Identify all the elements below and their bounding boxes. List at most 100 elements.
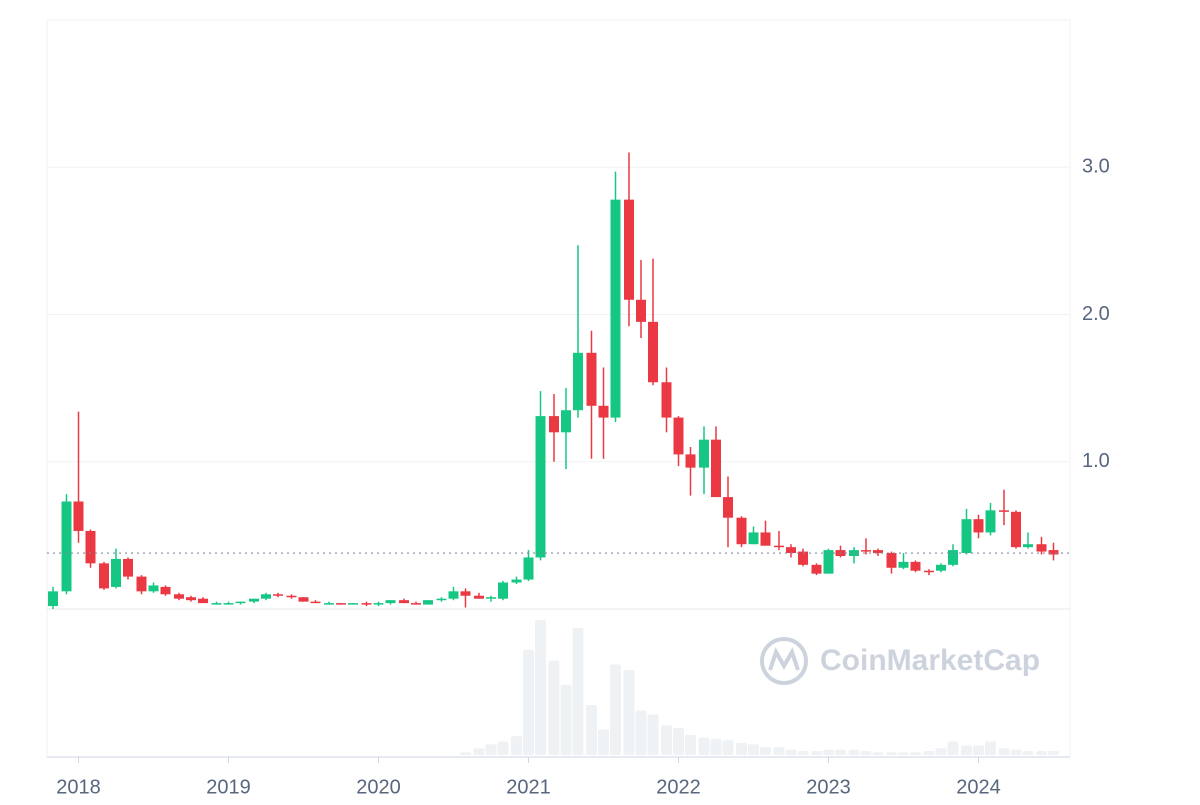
volume-bar (473, 748, 485, 755)
volume-bar (497, 741, 509, 755)
volume-bar (647, 714, 659, 755)
candle-body (610, 199, 621, 418)
volume-bar (535, 620, 546, 755)
volume-bar (811, 750, 822, 755)
candle-body (211, 603, 222, 605)
candle-body (598, 405, 609, 418)
volume-bar (610, 664, 621, 755)
volume-bar (685, 734, 696, 755)
candle-body (873, 550, 883, 554)
candle-body (1036, 544, 1047, 552)
candle-body (661, 382, 672, 418)
x-tick-label: 2023 (806, 776, 851, 798)
candle-body (736, 517, 747, 545)
candle-body (699, 439, 709, 468)
candle-body (498, 582, 508, 599)
volume-bar (785, 749, 797, 755)
volume-bar (1036, 750, 1047, 755)
watermark: CoinMarketCap (760, 637, 1040, 685)
candle-body (936, 564, 946, 571)
candle-body (948, 550, 958, 565)
candle-body (273, 594, 283, 596)
volume-bar (698, 737, 710, 755)
candle-body (361, 603, 372, 605)
x-tick-label: 2022 (656, 776, 701, 798)
volume-bar (898, 752, 909, 755)
candle-body (310, 601, 321, 604)
volume-bar (710, 738, 722, 755)
volume-bar (797, 750, 809, 755)
volume-bar (923, 750, 935, 755)
y-tick-label: 2.0 (1082, 303, 1110, 325)
volume-bar (661, 725, 672, 755)
candle-body (861, 550, 871, 552)
candle-body (73, 501, 84, 531)
candle-body (198, 598, 208, 604)
candle-body (711, 439, 721, 498)
candle-body (148, 585, 159, 592)
candle-body (786, 547, 796, 554)
candle-body (811, 564, 822, 574)
candle-body (586, 352, 597, 406)
volume-bar (985, 741, 996, 755)
candle-body (261, 594, 271, 599)
candle-body (573, 352, 583, 411)
candle-body (324, 603, 334, 605)
volume-bar (961, 745, 972, 755)
candle-body (648, 321, 658, 383)
volume-bar (635, 710, 647, 755)
candle-body (886, 553, 897, 568)
candle-body (174, 594, 184, 599)
candle-body (436, 598, 447, 601)
candle-body (186, 597, 196, 601)
candle-body (348, 603, 358, 605)
volume-bar (886, 752, 897, 755)
volume-bar (998, 748, 1010, 755)
candle-body (373, 603, 384, 605)
candle-body (385, 600, 396, 604)
candle-body (673, 417, 684, 455)
candle-body (235, 601, 246, 604)
candle-body (61, 501, 72, 592)
watermark-logo-mark (768, 647, 800, 671)
volume-bar (773, 746, 785, 755)
candle-body (1023, 544, 1033, 548)
volume-bar (760, 746, 771, 755)
volume-bar (485, 744, 497, 755)
volume-bar (460, 752, 471, 755)
candle-body (486, 597, 496, 599)
x-tick-label: 2024 (956, 776, 1001, 798)
candle-body (910, 561, 921, 571)
volume-bar (623, 669, 635, 755)
candle-body (774, 545, 784, 548)
candle-body (798, 551, 808, 565)
candle-body (549, 416, 559, 433)
volume-bar (848, 749, 860, 755)
candle-body (85, 530, 96, 564)
candle-body (999, 510, 1009, 512)
candle-body (99, 563, 109, 589)
volume-bar (1048, 750, 1059, 755)
y-tick-label: 1.0 (1082, 450, 1110, 472)
candle-body (849, 550, 859, 556)
x-tick-label: 2021 (506, 776, 551, 798)
candle-body (286, 595, 297, 598)
watermark-text: CoinMarketCap (820, 644, 1040, 677)
candle-body (423, 600, 433, 605)
candle-body (160, 586, 171, 595)
candle-body (748, 532, 759, 545)
volume-bar (523, 649, 534, 755)
candle-body (823, 550, 834, 574)
x-tick-label: 2019 (206, 776, 251, 798)
candle-body (298, 597, 309, 602)
volume-bar (598, 729, 609, 755)
candle-body (723, 497, 733, 518)
volume-bar (872, 752, 884, 755)
volume-bar (736, 742, 747, 755)
candle-body (474, 595, 484, 599)
volume-bar (722, 740, 734, 755)
volume-bar (835, 749, 846, 755)
volume-bar (572, 628, 584, 755)
y-tick-label: 3.0 (1082, 156, 1110, 178)
